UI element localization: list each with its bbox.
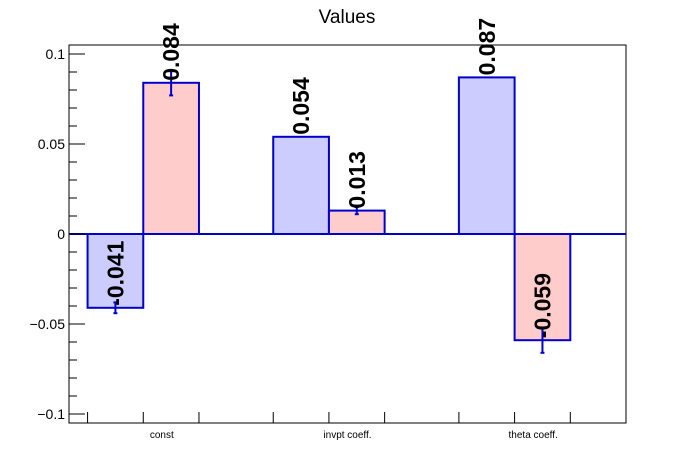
data-label: 0.087 [474, 18, 500, 76]
y-tick-label: 0 [57, 226, 65, 242]
data-label: 0.084 [158, 23, 184, 81]
category-label: const [150, 430, 174, 441]
y-tick-label: 0.1 [46, 46, 66, 62]
data-label: 0.054 [288, 77, 314, 135]
labels-layer: -0.041 0.054 0.087 0.084 0.013 -0.059 [102, 18, 555, 338]
category-label: theta coeff. [509, 430, 558, 441]
bar [272, 135, 330, 235]
category-label: invpt coeff. [323, 430, 371, 441]
data-label: 0.013 [344, 151, 370, 209]
data-label: -0.059 [529, 273, 555, 338]
bars-layer [86, 69, 572, 354]
axes-layer: 0.1 0.05 0 −0.05 −0.1 const invpt coeff. theta … [30, 46, 626, 441]
bar [142, 81, 200, 235]
y-tick-label: −0.05 [30, 316, 66, 332]
y-tick-label: 0.05 [38, 136, 65, 152]
bar [457, 76, 516, 236]
chart-title: Values [319, 7, 376, 28]
data-label: -0.041 [102, 240, 128, 305]
y-tick-label: −0.1 [37, 406, 65, 422]
